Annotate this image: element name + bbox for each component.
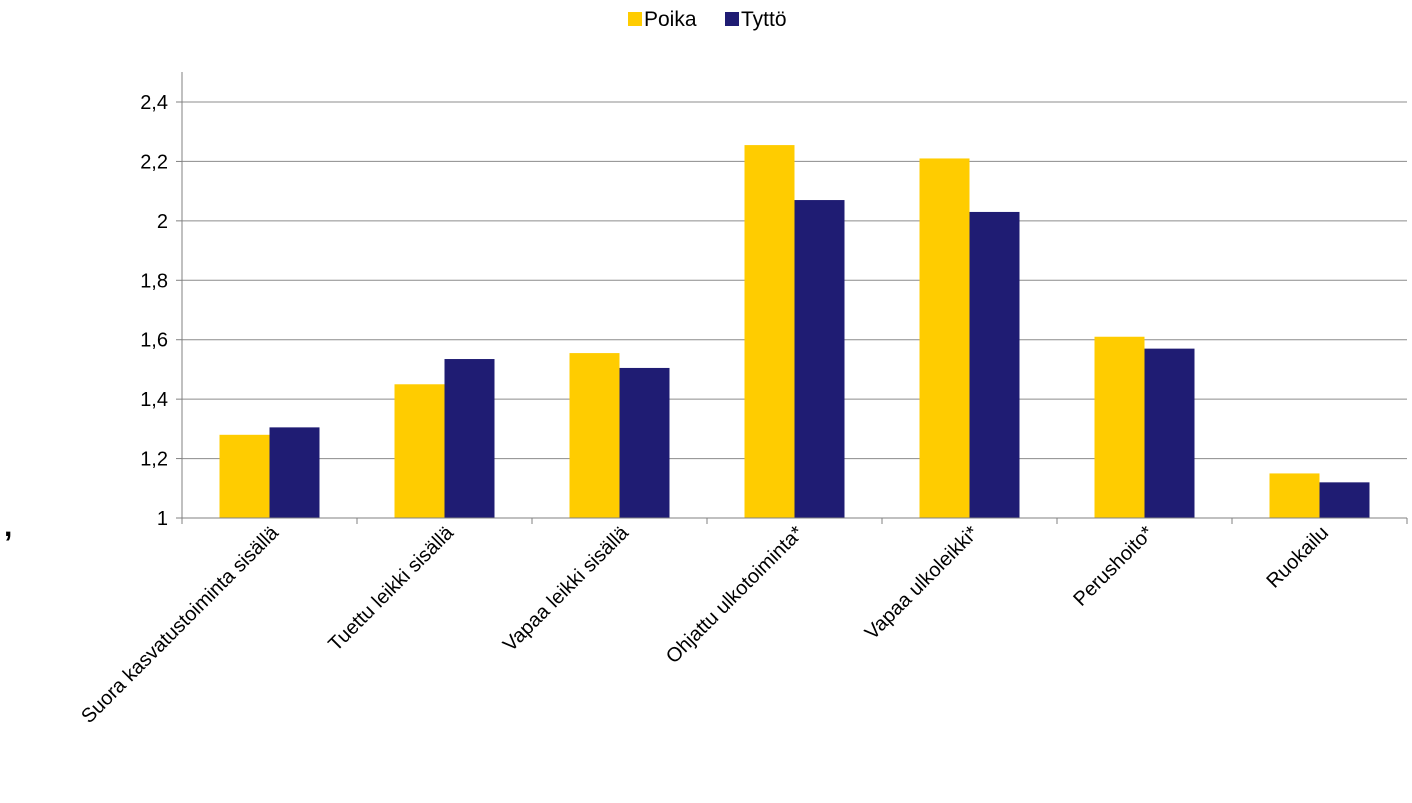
bar-poika-suora-kasvatustoiminta-sisalla — [219, 434, 270, 518]
bars — [219, 145, 1370, 519]
y-tick-label: 1 — [157, 508, 168, 530]
bar-poika-tuettu-leikki-sisalla — [394, 384, 445, 518]
bar-tytto-ruokailu — [1319, 482, 1370, 518]
bar-poika-vapaa-ulkoleikki — [919, 158, 970, 518]
stray-comma-mark: , — [4, 510, 12, 543]
x-tick-label-ohjattu-ulkotoiminta: Ohjattu ulkotoiminta* — [662, 522, 808, 668]
x-axis-tick-labels: Suora kasvatustoiminta sisällä Tuettu lei… — [77, 521, 1333, 727]
y-tick-label: 1,6 — [140, 330, 168, 352]
legend-swatch-poika — [628, 12, 642, 26]
x-tick-label-vapaa-leikki-sisalla: Vapaa leikki sisällä — [499, 521, 634, 656]
x-tick-label-tuettu-leikki-sisalla: Tuettu leikki sisällä — [324, 521, 458, 655]
bar-tytto-suora-kasvatustoiminta-sisalla — [269, 427, 320, 518]
x-tick-label-vapaa-ulkoleikki: Vapaa ulkoleikki* — [861, 522, 983, 644]
bar-poika-ruokailu — [1269, 473, 1320, 518]
x-tick-label-perushoito: Perushoito* — [1069, 522, 1158, 611]
legend-label-tytto: Tyttö — [741, 8, 787, 31]
bar-tytto-vapaa-leikki-sisalla — [619, 367, 670, 518]
bar-tytto-vapaa-ulkoleikki — [969, 211, 1020, 518]
bar-tytto-tuettu-leikki-sisalla — [444, 359, 495, 518]
legend-label-poika: Poika — [644, 8, 697, 31]
legend-swatch-tytto — [725, 12, 739, 26]
x-tick-label-ruokailu: Ruokailu — [1262, 522, 1333, 593]
y-tick-label: 2,4 — [140, 92, 168, 114]
bar-tytto-ohjattu-ulkotoiminta — [794, 200, 845, 519]
axes — [176, 72, 1408, 524]
bar-poika-ohjattu-ulkotoiminta — [744, 145, 795, 519]
y-axis-tick-labels: 1 1,2 1,4 1,6 1,8 2 2,2 2,4 — [140, 92, 168, 530]
x-tick-label-suora-kasvatustoiminta-sisalla: Suora kasvatustoiminta sisällä — [77, 521, 283, 727]
bar-poika-vapaa-leikki-sisalla — [569, 353, 620, 518]
y-tick-label: 1,2 — [140, 449, 168, 471]
bar-tytto-perushoito — [1144, 348, 1195, 518]
y-tick-label: 1,4 — [140, 389, 168, 411]
y-tick-label: 1,8 — [140, 270, 168, 292]
legend: Poika Tyttö — [628, 8, 787, 31]
y-tick-label: 2 — [157, 211, 168, 233]
bar-poika-perushoito — [1094, 336, 1145, 518]
y-tick-label: 2,2 — [140, 151, 168, 173]
